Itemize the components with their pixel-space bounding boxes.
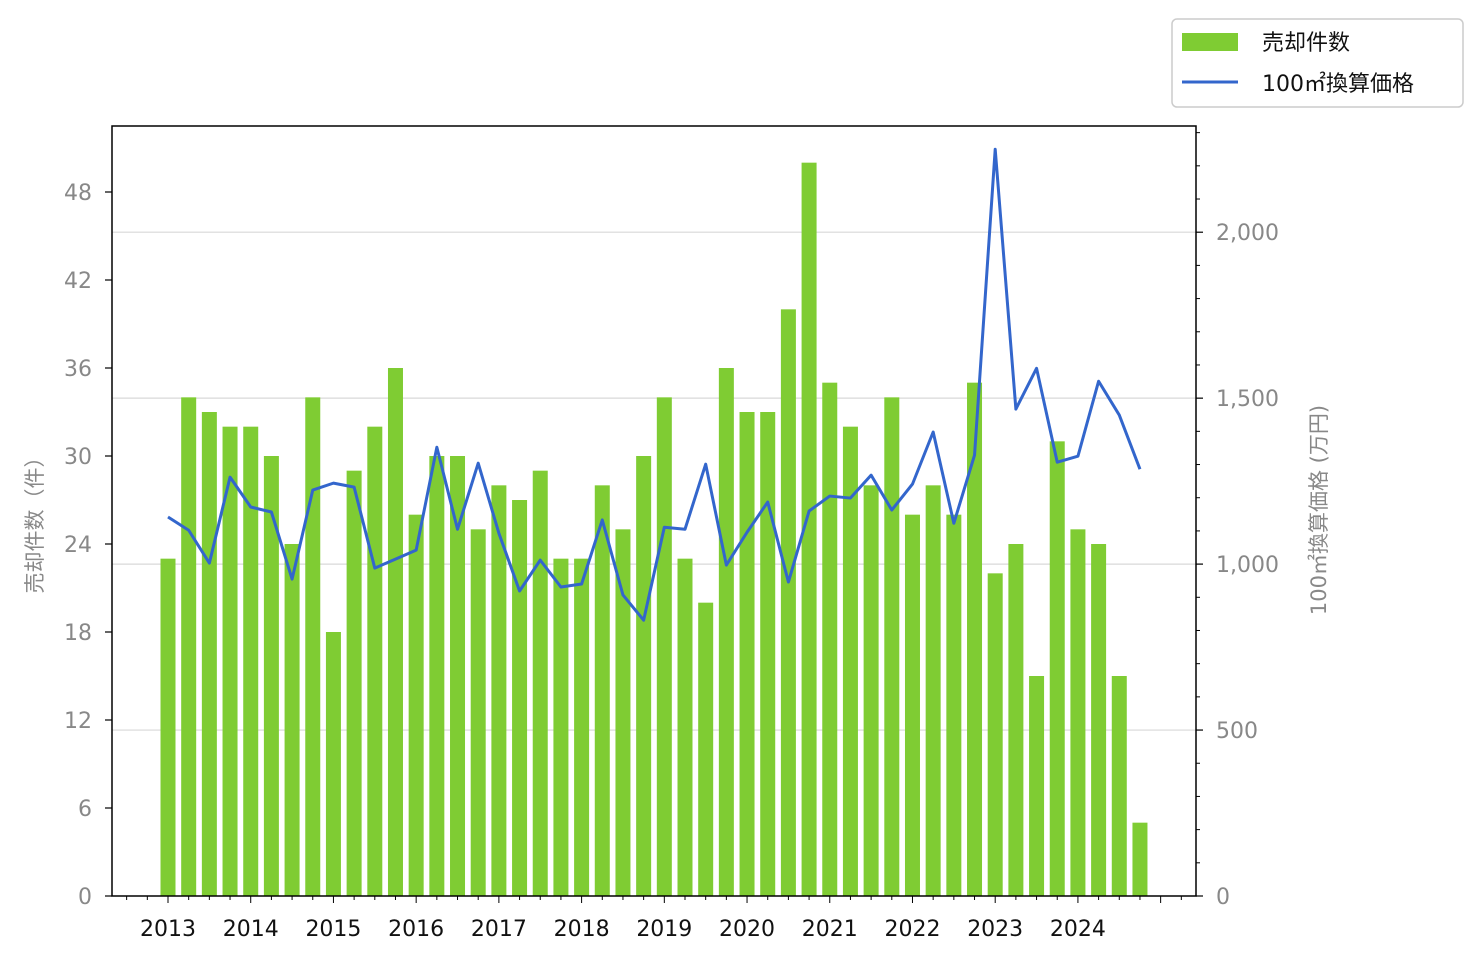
- bar: [987, 573, 1003, 896]
- bar: [1111, 676, 1127, 896]
- bar: [925, 485, 941, 896]
- legend-bar-swatch: [1182, 33, 1238, 51]
- bar: [450, 456, 466, 896]
- bar: [1049, 441, 1065, 896]
- plot-frame: [111, 125, 1197, 897]
- x-tick-label: 2022: [884, 917, 940, 942]
- bar: [594, 485, 610, 896]
- price-line: [167, 147, 1142, 622]
- x-tick-label: 2016: [388, 917, 444, 942]
- y-left-tick-label: 48: [64, 181, 92, 206]
- bar: [532, 470, 548, 896]
- bar: [1070, 529, 1086, 896]
- bar: [760, 412, 776, 896]
- legend-label-line: 100㎡換算価格: [1262, 71, 1414, 97]
- y-left-tick-label: 0: [78, 885, 92, 910]
- bar: [1132, 822, 1148, 896]
- legend: 売却件数 100㎡換算価格: [1171, 18, 1464, 108]
- bar: [801, 162, 817, 896]
- legend-label-bar: 売却件数: [1262, 31, 1350, 56]
- y-right-tick-label: 1,500: [1216, 387, 1279, 412]
- bar: [863, 485, 879, 896]
- bar: [656, 397, 672, 896]
- bar: [553, 558, 569, 896]
- bar: [222, 426, 238, 896]
- y-left-tick-label: 18: [64, 621, 92, 646]
- bar: [367, 426, 383, 896]
- bar: [512, 500, 528, 896]
- bar: [946, 514, 962, 896]
- axes: 0 500 1,000 1,500 2,000 0 6 12 18 24 30 36 42 48 2013 2…: [64, 132, 1279, 942]
- x-tick-label: 2023: [967, 917, 1023, 942]
- bar-series: [160, 162, 1148, 897]
- bar: [325, 632, 341, 896]
- bar: [822, 382, 838, 897]
- bar: [160, 558, 176, 896]
- bar: [387, 368, 403, 896]
- bar: [1091, 544, 1107, 896]
- x-tick-label: 2015: [305, 917, 361, 942]
- y-left-tick-label: 24: [64, 533, 92, 558]
- bar: [263, 456, 279, 896]
- bar: [677, 558, 693, 896]
- bar: [346, 470, 362, 896]
- bar: [636, 456, 652, 896]
- bar: [780, 309, 796, 896]
- bar: [201, 412, 217, 896]
- x-tick-label: 2017: [471, 917, 527, 942]
- y-left-tick-label: 42: [64, 269, 92, 294]
- bar: [718, 368, 734, 896]
- bar: [698, 602, 714, 896]
- bar: [967, 382, 983, 897]
- legend-box: [1171, 18, 1464, 108]
- y-left-tick-label: 30: [64, 445, 92, 470]
- y-right-tick-label: 2,000: [1216, 221, 1279, 246]
- x-tick-label: 2024: [1050, 917, 1106, 942]
- bar: [408, 514, 424, 896]
- bar: [739, 412, 755, 896]
- y-left-tick-label: 12: [64, 709, 92, 734]
- bar: [181, 397, 197, 896]
- x-tick-label: 2020: [719, 917, 775, 942]
- bar: [1008, 544, 1024, 896]
- x-tick-label: 2019: [636, 917, 692, 942]
- y-axis-right-label: 100㎡換算価格 (万円): [1307, 405, 1331, 615]
- line-series: [167, 147, 1142, 622]
- bar: [429, 456, 445, 896]
- bar: [491, 485, 507, 896]
- y-left-tick-label: 36: [64, 357, 92, 382]
- bar: [904, 514, 920, 896]
- y-right-tick-label: 1,000: [1216, 553, 1279, 578]
- y-axis-left-label: 売却件数（件）: [23, 447, 47, 594]
- bar: [574, 558, 590, 896]
- bar: [305, 397, 321, 896]
- bar: [615, 529, 631, 896]
- y-right-tick-label: 500: [1216, 719, 1258, 744]
- bar: [842, 426, 858, 896]
- x-tick-label: 2018: [554, 917, 610, 942]
- bar: [470, 529, 486, 896]
- bar: [1029, 676, 1045, 896]
- x-tick-label: 2013: [140, 917, 196, 942]
- bar: [284, 544, 300, 896]
- bar: [243, 426, 259, 896]
- bar: [884, 397, 900, 896]
- y-right-tick-label: 0: [1216, 885, 1230, 910]
- y-left-tick-label: 6: [78, 797, 92, 822]
- x-tick-label: 2021: [802, 917, 858, 942]
- x-tick-label: 2014: [223, 917, 279, 942]
